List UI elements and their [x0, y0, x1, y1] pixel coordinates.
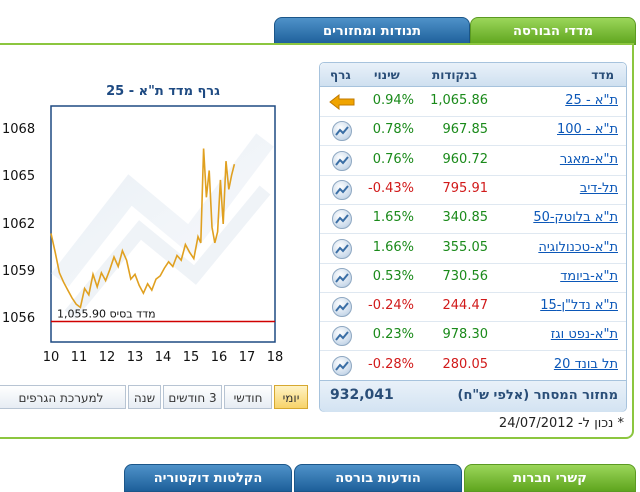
index-change: 0.23%: [372, 327, 414, 343]
index-points: 244.47: [442, 298, 489, 314]
x-tick-label: 10: [42, 350, 60, 365]
index-chart: מדד בסיס 1,055.90: [50, 105, 276, 343]
index-points: 730.56: [442, 268, 489, 284]
index-name-link[interactable]: תל בונד 20: [553, 356, 618, 372]
index-points: 960.72: [442, 151, 489, 167]
x-tick-label: 17: [238, 350, 256, 365]
graph-icon[interactable]: [332, 326, 352, 347]
index-change: -0.43%: [368, 180, 414, 196]
y-tick-label: 1059: [2, 263, 36, 279]
series-line: [50, 148, 236, 309]
x-tick-label: 16: [210, 350, 228, 365]
y-tick-label: 1065: [2, 169, 36, 185]
table-row: ת"א בלוטק-50 340.85 1.65%: [320, 204, 626, 235]
index-name-link[interactable]: תל-דיב: [579, 180, 618, 196]
index-points: 978.30: [442, 327, 489, 343]
indices-table: מדד בנקודות שינוי גרף ת"א - 25 1,065.86 0.…: [319, 62, 627, 412]
index-change: 0.94%: [372, 93, 414, 108]
range-button[interactable]: שנה: [128, 385, 161, 409]
index-name-link[interactable]: ת"א - 25: [565, 93, 618, 108]
table-row: ת"א-טכנולוגיה 355.05 1.66%: [320, 234, 626, 264]
header-change: שינוי: [374, 68, 400, 82]
index-name-link[interactable]: ת"א-ביומד: [560, 268, 618, 284]
chart-title: גרף מדד ת"א - 25: [106, 84, 220, 99]
graph-icon[interactable]: [332, 179, 352, 200]
watermark: [51, 133, 274, 320]
range-button[interactable]: יומי: [274, 385, 308, 409]
x-tick-label: 11: [70, 350, 88, 365]
index-change: 1.66%: [372, 239, 414, 255]
graph-icon[interactable]: [332, 209, 352, 230]
table-row: ת"א - 25 1,065.86 0.94%: [320, 87, 626, 117]
baseline-label: מדד בסיס 1,055.90: [57, 308, 156, 321]
graph-icon[interactable]: [332, 238, 352, 259]
graph-icon[interactable]: [332, 121, 352, 142]
header-points: בנקודות: [432, 68, 478, 82]
y-tick-label: 1062: [2, 216, 36, 232]
index-name-link[interactable]: ת"א-טכנולוגיה: [538, 239, 618, 255]
table-row: ת"א-נפט וגז 978.30 0.23%: [320, 321, 626, 352]
table-row: ת"א-מאגר 960.72 0.76%: [320, 146, 626, 176]
index-change: 1.65%: [372, 210, 414, 226]
y-tick-label: 1056: [2, 310, 36, 326]
x-tick-label: 14: [154, 350, 172, 365]
index-points: 355.05: [442, 239, 489, 255]
graph-icon[interactable]: [332, 355, 352, 376]
table-row: תל-דיב 795.91 -0.43%: [320, 175, 626, 205]
index-points: 280.05: [442, 356, 489, 372]
range-button[interactable]: למערכת הגרפים: [0, 385, 126, 409]
index-change: -0.24%: [368, 298, 414, 314]
index-change: 0.78%: [372, 122, 414, 138]
x-tick-label: 12: [98, 350, 116, 365]
index-points: 1,065.86: [430, 93, 488, 108]
table-row: תל בונד 20 280.05 -0.28%: [320, 351, 626, 381]
table-row: ת"א נדל"ן-15 244.47 -0.24%: [320, 292, 626, 323]
index-name-link[interactable]: ת"א - 100: [557, 122, 618, 138]
table-row: ת"א - 100 967.85 0.78%: [320, 116, 626, 147]
index-change: -0.28%: [368, 356, 414, 372]
header-graph: גרף: [330, 68, 351, 82]
index-points: 340.85: [442, 210, 489, 226]
bottom-tab-company-links[interactable]: קשרי חברות: [464, 464, 636, 492]
bottom-tab-doctoria[interactable]: הקלטות דוקטוריה: [124, 464, 292, 492]
turnover-label: מחזור המסחר (אלפי ש"ח): [457, 388, 619, 403]
index-name-link[interactable]: ת"א בלוטק-50: [533, 210, 618, 226]
index-points: 967.85: [442, 122, 489, 138]
index-name-link[interactable]: ת"א-מאגר: [559, 151, 618, 167]
arrow-left-icon[interactable]: [329, 94, 355, 110]
header-index: מדד: [591, 68, 614, 82]
y-tick-label: 1068: [2, 122, 36, 138]
graph-icon[interactable]: [332, 297, 352, 318]
bottom-tab-announcements[interactable]: הודעות בורסה: [294, 464, 462, 492]
tab-turnover[interactable]: תנודות ומחזורים: [274, 17, 470, 45]
table-header: מדד בנקודות שינוי גרף: [320, 63, 626, 87]
x-tick-label: 18: [266, 350, 284, 365]
range-button[interactable]: חודשי: [224, 385, 272, 409]
graph-icon[interactable]: [332, 267, 352, 288]
x-tick-label: 13: [126, 350, 144, 365]
date-note: * נכון ל- 24/07/2012: [498, 416, 624, 431]
range-button[interactable]: 3 חודשים: [163, 385, 222, 409]
index-name-link[interactable]: ת"א-נפט וגז: [550, 327, 618, 343]
tab-indices[interactable]: מדדי הבורסה: [470, 17, 636, 45]
index-points: 795.91: [442, 180, 489, 196]
index-change: 0.76%: [372, 151, 414, 167]
graph-icon[interactable]: [332, 150, 352, 171]
index-change: 0.53%: [372, 268, 414, 284]
x-tick-label: 15: [182, 350, 200, 365]
table-row: ת"א-ביומד 730.56 0.53%: [320, 263, 626, 293]
index-name-link[interactable]: ת"א נדל"ן-15: [540, 298, 618, 314]
turnover-value: 932,041: [330, 387, 394, 403]
turnover-footer: מחזור המסחר (אלפי ש"ח) 932,041: [320, 380, 626, 412]
